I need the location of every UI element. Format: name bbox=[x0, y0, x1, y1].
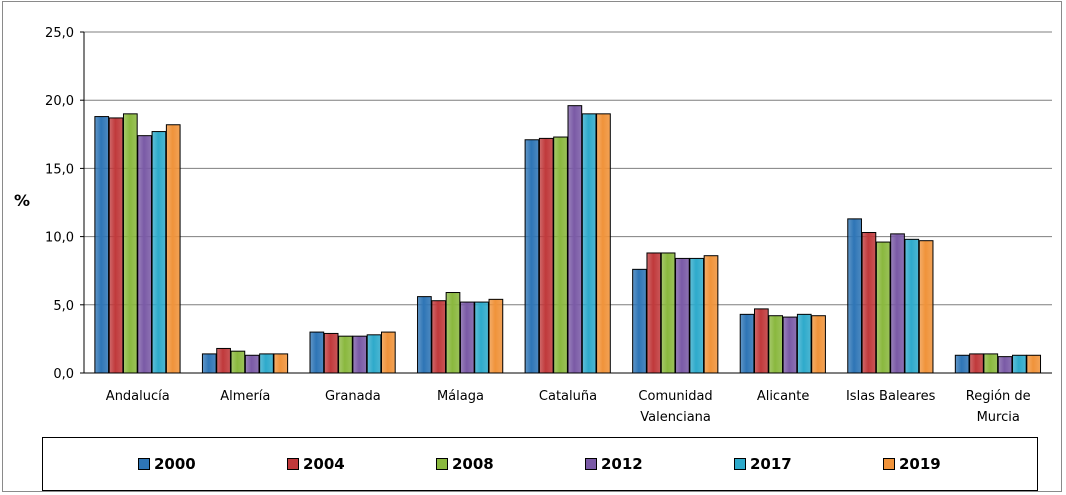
bar-2004-8 bbox=[969, 353, 984, 374]
legend-label: 2012 bbox=[601, 455, 643, 473]
bar-2012-7 bbox=[890, 233, 905, 374]
legend-swatch bbox=[883, 458, 895, 470]
y-tick-label: 5,0 bbox=[53, 299, 74, 314]
bar-2019-4 bbox=[596, 113, 611, 374]
x-tick-label: Andalucía bbox=[106, 389, 170, 404]
bar-2019-6 bbox=[811, 315, 826, 374]
bar-2017-3 bbox=[474, 301, 489, 374]
bar-2017-2 bbox=[366, 334, 382, 374]
bar-2012-4 bbox=[567, 105, 583, 374]
bar-2012-1 bbox=[244, 354, 260, 374]
x-tick-label: Murcia bbox=[977, 410, 1020, 425]
bar-2008-1 bbox=[230, 350, 246, 374]
legend-label: 2017 bbox=[750, 455, 792, 473]
bar-2012-5 bbox=[675, 257, 690, 374]
legend-swatch bbox=[734, 458, 746, 470]
bar-2012-6 bbox=[782, 316, 798, 374]
bar-2004-1 bbox=[216, 347, 231, 374]
bar-2019-5 bbox=[703, 255, 719, 374]
legend-swatch bbox=[138, 458, 150, 470]
bar-2004-3 bbox=[431, 300, 447, 374]
legend-label: 2000 bbox=[154, 455, 196, 473]
bar-2000-8 bbox=[954, 354, 970, 374]
y-tick-label: 0,0 bbox=[53, 367, 74, 382]
legend-label: 2019 bbox=[899, 455, 941, 473]
bar-2019-3 bbox=[488, 298, 504, 374]
bar-2008-4 bbox=[553, 136, 568, 374]
bar-2000-6 bbox=[739, 313, 755, 374]
bar-2017-0 bbox=[151, 131, 167, 374]
x-tick-label: Alicante bbox=[757, 389, 810, 404]
y-tick-label: 20,0 bbox=[45, 94, 74, 109]
legend-item-2008: 2008 bbox=[436, 455, 494, 473]
bar-2017-4 bbox=[581, 113, 597, 374]
bar-2012-3 bbox=[459, 301, 475, 374]
bar-2012-0 bbox=[137, 135, 152, 374]
legend-label: 2004 bbox=[303, 455, 345, 473]
x-tick-label: Cataluña bbox=[539, 389, 597, 404]
bar-2008-8 bbox=[983, 353, 999, 374]
bar-2000-0 bbox=[94, 116, 110, 374]
bar-2000-3 bbox=[417, 296, 432, 374]
bar-2008-2 bbox=[338, 335, 353, 374]
legend-item-2017: 2017 bbox=[734, 455, 792, 473]
bar-2012-2 bbox=[352, 335, 368, 374]
bar-2019-0 bbox=[165, 124, 181, 374]
legend-swatch bbox=[436, 458, 448, 470]
y-tick-label: 10,0 bbox=[45, 231, 74, 246]
bar-2000-4 bbox=[524, 139, 540, 374]
x-tick-label: Valenciana bbox=[640, 410, 711, 425]
bar-2000-5 bbox=[632, 268, 647, 374]
y-tick-label: 25,0 bbox=[45, 26, 74, 41]
bar-2004-2 bbox=[323, 332, 339, 374]
bar-2000-7 bbox=[847, 218, 862, 374]
bar-2017-1 bbox=[259, 353, 274, 374]
bar-2004-0 bbox=[108, 117, 124, 374]
x-tick-label: Almería bbox=[220, 389, 270, 404]
x-tick-label: Islas Baleares bbox=[846, 389, 936, 404]
bar-2019-2 bbox=[380, 331, 396, 374]
bar-2000-1 bbox=[201, 353, 217, 374]
bar-2008-5 bbox=[660, 252, 676, 374]
bar-2008-0 bbox=[122, 113, 138, 374]
bar-2004-5 bbox=[646, 252, 662, 374]
x-tick-label: Málaga bbox=[437, 389, 484, 404]
legend-swatch bbox=[585, 458, 597, 470]
bar-2017-6 bbox=[796, 313, 812, 374]
x-tick-label: Comunidad bbox=[638, 389, 712, 404]
bar-2004-7 bbox=[861, 232, 877, 374]
bar-2017-8 bbox=[1012, 354, 1027, 374]
y-tick-label: 15,0 bbox=[45, 162, 74, 177]
y-axis-label: % bbox=[14, 191, 30, 210]
bar-2017-7 bbox=[904, 238, 920, 374]
bar-2019-7 bbox=[918, 240, 934, 374]
bar-2019-8 bbox=[1026, 354, 1042, 374]
bar-2008-6 bbox=[768, 315, 784, 374]
legend-item-2000: 2000 bbox=[138, 455, 196, 473]
legend-item-2012: 2012 bbox=[585, 455, 643, 473]
legend: 2000 2004 2008 2012 2017 2019 bbox=[42, 437, 1038, 491]
bar-2004-6 bbox=[754, 308, 769, 374]
bar-2019-1 bbox=[273, 353, 289, 374]
x-tick-label: Región de bbox=[966, 389, 1031, 404]
bar-2000-2 bbox=[309, 331, 325, 374]
x-tick-label: Granada bbox=[325, 389, 381, 404]
legend-label: 2008 bbox=[452, 455, 494, 473]
bar-2017-5 bbox=[689, 257, 705, 374]
legend-swatch bbox=[287, 458, 299, 470]
bar-2012-8 bbox=[997, 356, 1013, 374]
legend-item-2019: 2019 bbox=[883, 455, 941, 473]
bar-2008-3 bbox=[445, 292, 461, 374]
bar-2008-7 bbox=[875, 241, 891, 374]
bar-2004-4 bbox=[538, 137, 554, 374]
legend-item-2004: 2004 bbox=[287, 455, 345, 473]
